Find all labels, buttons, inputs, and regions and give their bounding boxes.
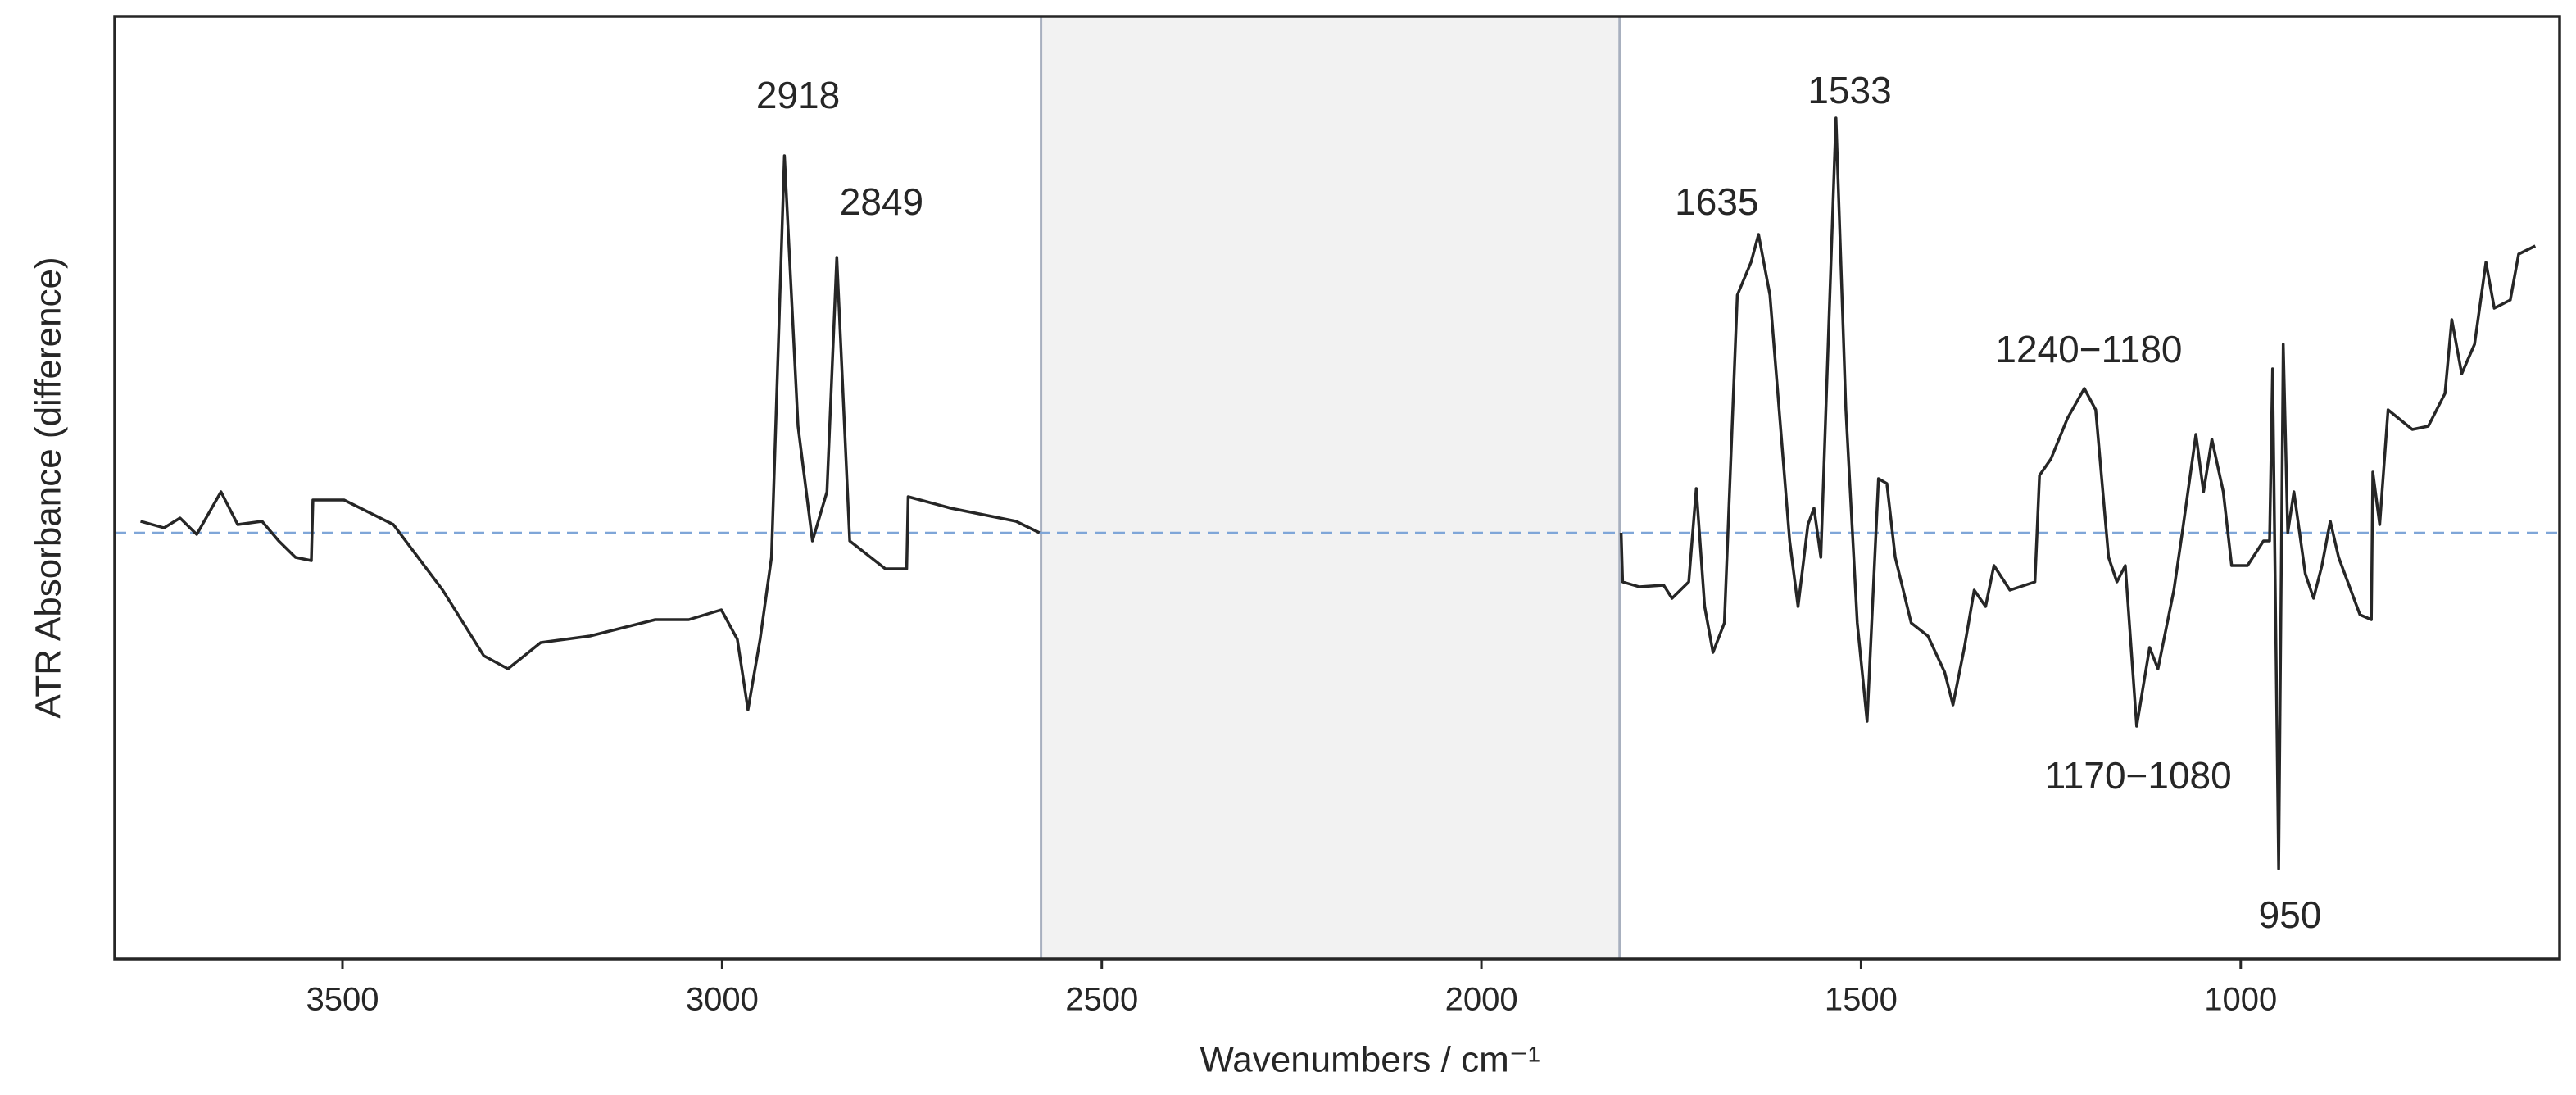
y-axis-title: ATR Absorbance (difference) (29, 257, 69, 718)
x-tick-label: 3500 (306, 982, 379, 1018)
x-tick-label: 2500 (1065, 982, 1138, 1018)
x-tick-label: 3000 (686, 982, 759, 1018)
x-tick-label: 2000 (1445, 982, 1518, 1018)
peak-annotation: 1533 (1807, 69, 1891, 111)
x-axis-title: Wavenumbers / cm⁻¹ (1200, 1040, 1540, 1080)
peak-annotation: 2849 (840, 180, 923, 223)
peak-annotation: 1170−1080 (2045, 754, 2232, 797)
peak-annotation: 2918 (756, 74, 840, 116)
x-tick-label: 1500 (1825, 982, 1898, 1018)
x-tick-label: 1000 (2204, 982, 2277, 1018)
peak-annotation: 1635 (1675, 180, 1758, 223)
plot-frame (113, 15, 2561, 961)
excluded-region (1040, 15, 1621, 961)
spectrum-line (140, 116, 2537, 870)
peak-annotation: 1240−1180 (1995, 328, 2182, 370)
peak-annotation: 950 (2259, 893, 2322, 936)
